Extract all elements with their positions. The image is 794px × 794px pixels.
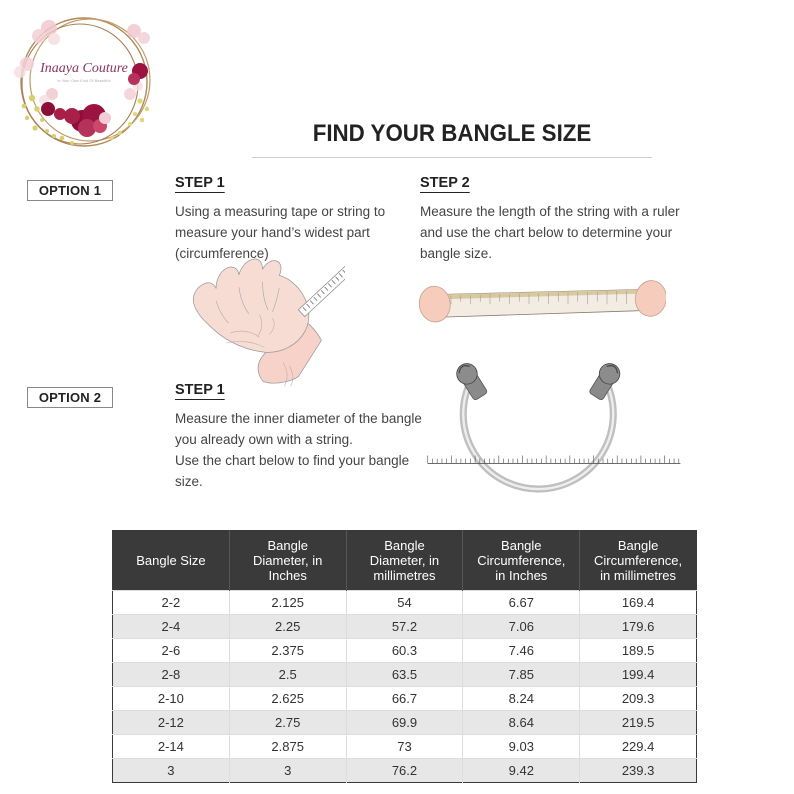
svg-text:In Your Own Kind Of Beautiful: In Your Own Kind Of Beautiful: [57, 79, 110, 83]
svg-text:Inaaya Couture: Inaaya Couture: [39, 61, 128, 76]
